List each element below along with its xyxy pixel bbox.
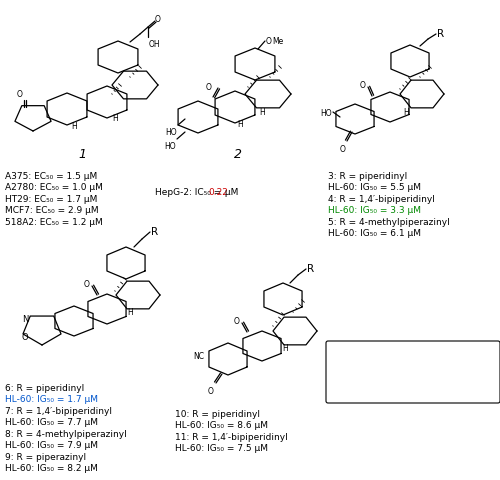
Text: HL-60: IG₅₀ = 3.3 μM: HL-60: IG₅₀ = 3.3 μM [328, 206, 421, 215]
Text: HL-60: IG₅₀ = 1.7 μM: HL-60: IG₅₀ = 1.7 μM [5, 395, 98, 404]
Text: HepG-2: IC₅₀ =: HepG-2: IC₅₀ = [155, 188, 224, 197]
Text: HO: HO [320, 108, 332, 117]
Text: 7: R = 1,4′-bipiperidinyl: 7: R = 1,4′-bipiperidinyl [5, 406, 112, 415]
Text: OH: OH [149, 40, 160, 49]
Text: IC₅₀: from 3.0 to 1.0 μM:: IC₅₀: from 3.0 to 1.0 μM: [333, 364, 436, 373]
Text: HL-60: IG₅₀ = 8.2 μM: HL-60: IG₅₀ = 8.2 μM [5, 464, 98, 472]
Text: O: O [233, 317, 239, 326]
Text: 2: 2 [234, 148, 242, 161]
Text: 8: R = 4-methylpiperazinyl: 8: R = 4-methylpiperazinyl [5, 429, 127, 438]
Text: H: H [403, 108, 409, 117]
Text: O: O [155, 15, 161, 24]
Text: O: O [339, 144, 345, 154]
Text: HL-60: IG₅₀ = 5.5 μM: HL-60: IG₅₀ = 5.5 μM [328, 183, 421, 192]
Text: N: N [22, 315, 28, 324]
Text: O: O [83, 280, 89, 289]
Text: H: H [71, 122, 77, 131]
Text: 11: R = 1,4′-bipiperidinyl: 11: R = 1,4′-bipiperidinyl [175, 432, 288, 441]
Text: H: H [112, 114, 118, 123]
Text: HL-60: IG₅₀ = 7.9 μM: HL-60: IG₅₀ = 7.9 μM [5, 441, 98, 450]
Text: R: R [437, 29, 444, 39]
Text: H: H [237, 120, 243, 129]
Text: 0.22: 0.22 [208, 188, 228, 197]
Text: HL-60: IG₅₀ = 6.1 μM: HL-60: IG₅₀ = 6.1 μM [328, 229, 421, 238]
Text: HL-60: IG₅₀ = 7.7 μM: HL-60: IG₅₀ = 7.7 μM [5, 418, 98, 427]
Text: red: red [386, 350, 400, 359]
Text: HO: HO [164, 142, 176, 151]
Text: 518A2: EC₅₀ = 1.2 μM: 518A2: EC₅₀ = 1.2 μM [5, 217, 103, 227]
Text: O: O [359, 81, 365, 90]
Text: 10: R = piperidinyl: 10: R = piperidinyl [175, 409, 260, 418]
Text: green: green [420, 377, 444, 386]
Text: MCF7: EC₅₀ = 2.9 μM: MCF7: EC₅₀ = 2.9 μM [5, 206, 98, 215]
Text: H: H [282, 343, 288, 352]
Text: 3: R = piperidinyl: 3: R = piperidinyl [328, 172, 407, 180]
Text: 9: R = piperazinyl: 9: R = piperazinyl [5, 452, 86, 461]
Text: O: O [17, 90, 23, 99]
Text: HL-60: IG₅₀ = 8.6 μM: HL-60: IG₅₀ = 8.6 μM [175, 420, 268, 430]
Text: R: R [307, 264, 314, 274]
Text: O: O [205, 83, 211, 91]
Text: H: H [127, 307, 133, 316]
Text: A375: EC₅₀ = 1.5 μM: A375: EC₅₀ = 1.5 μM [5, 172, 97, 180]
Text: HO: HO [166, 128, 177, 137]
Text: 6: R = piperidinyl: 6: R = piperidinyl [5, 383, 84, 392]
Text: O: O [266, 36, 272, 46]
Text: IC₅₀: < 1.0 μM:: IC₅₀: < 1.0 μM: [333, 350, 397, 359]
Text: HT29: EC₅₀ = 1.7 μM: HT29: EC₅₀ = 1.7 μM [5, 194, 98, 204]
Text: O: O [207, 386, 213, 395]
Text: 1: 1 [78, 148, 86, 161]
Text: O: O [22, 333, 29, 342]
Text: 5: R = 4-methylpiperazinyl: 5: R = 4-methylpiperazinyl [328, 217, 450, 227]
Text: IC₅₀: from 5.0 to 10.0 μM:: IC₅₀: from 5.0 to 10.0 μM: [333, 391, 442, 400]
Text: A2780: EC₅₀ = 1.0 μM: A2780: EC₅₀ = 1.0 μM [5, 183, 103, 192]
Text: H: H [259, 108, 265, 117]
Text: blue: blue [420, 364, 438, 373]
Text: R: R [151, 227, 158, 237]
Text: 4: R = 1,4′-bipiperidinyl: 4: R = 1,4′-bipiperidinyl [328, 194, 435, 204]
Text: NC: NC [193, 352, 204, 361]
FancyBboxPatch shape [326, 341, 500, 403]
Text: HL-60: IG₅₀ = 7.5 μM: HL-60: IG₅₀ = 7.5 μM [175, 444, 268, 453]
Text: black: black [424, 391, 446, 400]
Text: μM: μM [222, 188, 239, 197]
Text: Me: Me [272, 36, 283, 46]
Text: IC₅₀: from 5.0 to 3.0 μM:: IC₅₀: from 5.0 to 3.0 μM: [333, 377, 436, 386]
